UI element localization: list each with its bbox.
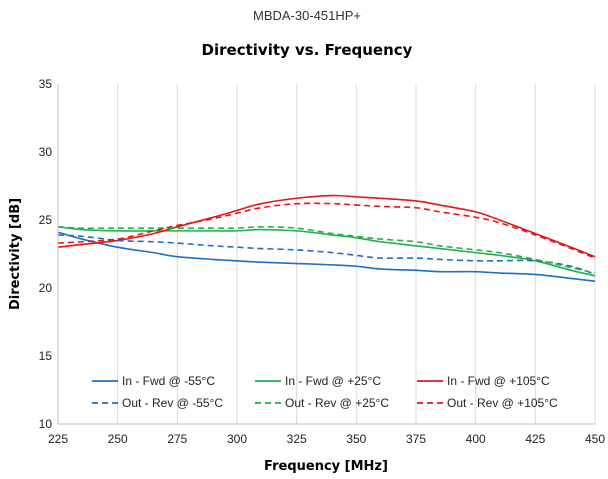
x-tick-label: 375 [406, 432, 426, 446]
legend: In - Fwd @ -55°C In - Fwd @ +25°C In - Fwd… [92, 374, 558, 410]
series-line-in-fwd-105-c [57, 194, 596, 258]
chart-title: Directivity vs. Frequency [202, 41, 413, 59]
y-tick-label: 20 [39, 281, 53, 295]
series-line-in-fwd-25-c [57, 226, 596, 277]
legend-label-in-fwd-55-c: In - Fwd @ -55°C [122, 374, 215, 388]
grid-layer [117, 84, 596, 424]
series-layer [57, 194, 596, 282]
legend-label-out-rev-25-c: Out - Rev @ +25°C [285, 396, 389, 410]
y-tick-label: 25 [39, 213, 53, 227]
x-tick-label: 275 [167, 432, 187, 446]
x-tick-label: 250 [108, 432, 128, 446]
x-tick-label: 325 [287, 432, 307, 446]
y-tick-label: 35 [39, 77, 53, 91]
x-tick-label: 450 [585, 432, 605, 446]
x-axis-label: Frequency [MHz] [264, 459, 388, 474]
x-tick-label: 225 [48, 432, 68, 446]
y-tick-label: 10 [39, 417, 53, 431]
series-line-out-rev-25-c [57, 225, 596, 274]
model-number-label: MBDA-30-451HP+ [253, 8, 361, 23]
y-tick-label: 30 [39, 145, 53, 159]
legend-label-out-rev-55-c: Out - Rev @ -55°C [122, 396, 223, 410]
x-tick-label: 400 [466, 432, 486, 446]
axis-layer: 10 15 20 25 30 35 225 250 275 300 325 350 375 400 425 4… [39, 77, 606, 446]
legend-label-in-fwd-105-c: In - Fwd @ +105°C [447, 374, 550, 388]
series-line-in-fwd-55-c [57, 231, 596, 282]
x-tick-label: 425 [525, 432, 545, 446]
y-tick-label: 15 [39, 349, 53, 363]
x-tick-label: 300 [227, 432, 247, 446]
series-line-out-rev-55-c [57, 234, 596, 276]
legend-label-in-fwd-25-c: In - Fwd @ +25°C [285, 374, 381, 388]
x-tick-label: 350 [346, 432, 366, 446]
legend-label-out-rev-105-c: Out - Rev @ +105°C [447, 396, 558, 410]
y-axis-label: Directivity [dB] [8, 198, 23, 310]
